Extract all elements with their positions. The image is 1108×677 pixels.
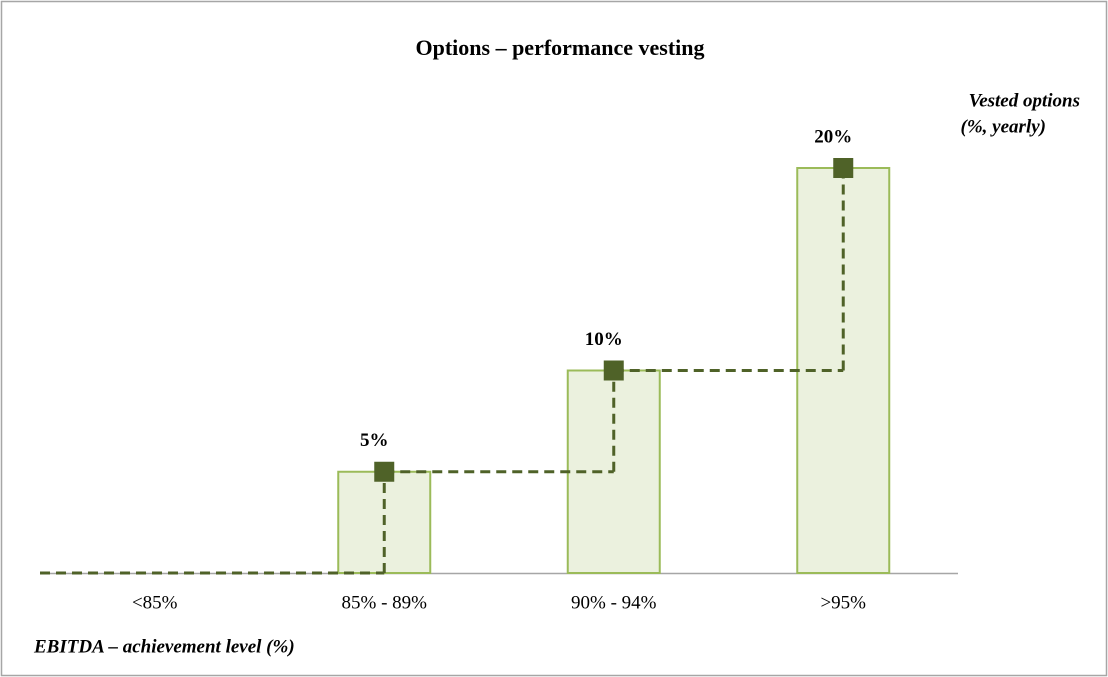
y-axis-title: (%, yearly) (961, 116, 1046, 137)
data-label: 20% (814, 126, 852, 147)
marker (603, 360, 624, 381)
x-tick-label: 90% - 94% (571, 592, 657, 613)
x-tick-label: >95% (820, 592, 866, 613)
data-label: 5% (360, 430, 389, 451)
data-label: 10% (585, 329, 623, 350)
chart-title: Options – performance vesting (415, 35, 704, 60)
y-axis-title: Vested options (969, 90, 1080, 111)
x-tick-label: <85% (132, 592, 178, 613)
x-tick-label: 85% - 89% (342, 592, 428, 613)
marker (374, 461, 395, 482)
x-axis-title: EBITDA – achievement level (%) (33, 636, 295, 657)
marker (833, 158, 854, 178)
